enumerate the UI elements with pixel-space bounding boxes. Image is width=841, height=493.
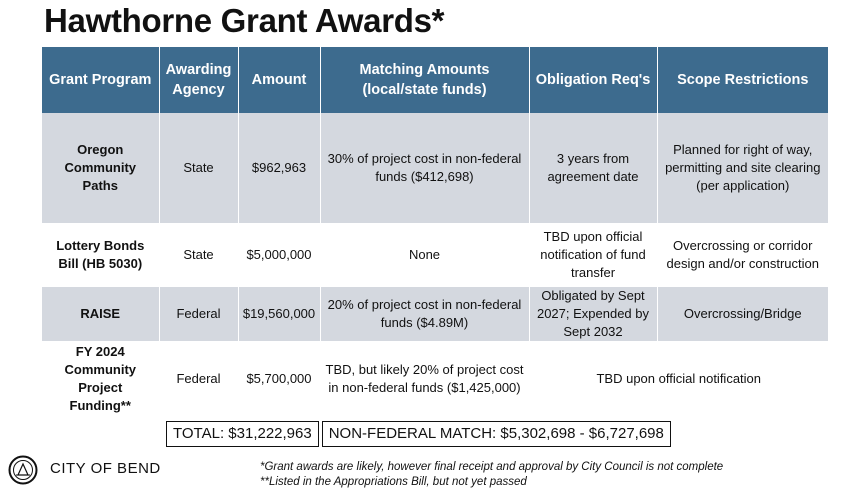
agency-cell: State bbox=[159, 113, 239, 225]
footnote-2: **Listed in the Appropriations Bill, but… bbox=[260, 476, 527, 488]
header-amount: Amount bbox=[238, 47, 321, 113]
totals-bar: TOTAL: $31,222,963 NON-FEDERAL MATCH: $5… bbox=[166, 421, 671, 447]
program-cell: Oregon Community Paths bbox=[42, 113, 160, 225]
amount-cell: $5,000,000 bbox=[238, 224, 321, 287]
obligation-cell: Obligated by Sept 2027; Expended by Sept… bbox=[529, 286, 658, 343]
table-row: RAISE Federal $19,560,000 20% of project… bbox=[42, 286, 828, 343]
agency-cell: Federal bbox=[159, 286, 239, 343]
program-cell: RAISE bbox=[42, 286, 160, 343]
agency-cell: Federal bbox=[159, 342, 239, 417]
amount-cell: $5,700,000 bbox=[238, 342, 321, 417]
header-scope: Scope Restrictions bbox=[657, 47, 828, 113]
amount-cell: $962,963 bbox=[238, 113, 321, 225]
amount-cell: $19,560,000 bbox=[238, 286, 321, 343]
header-obligation: Obligation Req's bbox=[529, 47, 658, 113]
obligation-cell: TBD upon official notification of fund t… bbox=[529, 224, 658, 287]
city-name: CITY OF BEND bbox=[50, 460, 161, 477]
obligation-scope-cell: TBD upon official notification bbox=[529, 342, 828, 417]
header-matching-amounts: Matching Amounts (local/state funds) bbox=[320, 47, 530, 113]
scope-cell: Overcrossing/Bridge bbox=[657, 286, 828, 343]
page-title: Hawthorne Grant Awards* bbox=[44, 2, 445, 39]
matching-cell: 30% of project cost in non-federal funds… bbox=[320, 113, 530, 225]
total-box: TOTAL: $31,222,963 bbox=[166, 421, 319, 447]
header-grant-program: Grant Program bbox=[42, 47, 160, 113]
program-cell: FY 2024 Community Project Funding** bbox=[42, 342, 160, 417]
grant-table: Grant Program Awarding Agency Amount Mat… bbox=[42, 47, 828, 417]
match-box: NON-FEDERAL MATCH: $5,302,698 - $6,727,6… bbox=[321, 421, 671, 447]
header-row: Grant Program Awarding Agency Amount Mat… bbox=[42, 47, 828, 113]
obligation-cell: 3 years from agreement date bbox=[529, 113, 658, 225]
matching-cell: None bbox=[320, 224, 530, 287]
agency-cell: State bbox=[159, 224, 239, 287]
matching-cell: TBD, but likely 20% of project cost in n… bbox=[320, 342, 530, 417]
scope-cell: Overcrossing or corridor design and/or c… bbox=[657, 224, 828, 287]
table-row: FY 2024 Community Project Funding** Fede… bbox=[42, 342, 828, 417]
header-awarding-agency: Awarding Agency bbox=[159, 47, 239, 113]
scope-cell: Planned for right of way, permitting and… bbox=[657, 113, 828, 225]
city-seal-icon bbox=[8, 455, 38, 485]
footnote-1: *Grant awards are likely, however final … bbox=[260, 461, 724, 473]
table-row: Lottery Bonds Bill (HB 5030) State $5,00… bbox=[42, 224, 828, 287]
table-row: Oregon Community Paths State $962,963 30… bbox=[42, 113, 828, 225]
program-cell: Lottery Bonds Bill (HB 5030) bbox=[42, 224, 160, 287]
matching-cell: 20% of project cost in non-federal funds… bbox=[320, 286, 530, 343]
